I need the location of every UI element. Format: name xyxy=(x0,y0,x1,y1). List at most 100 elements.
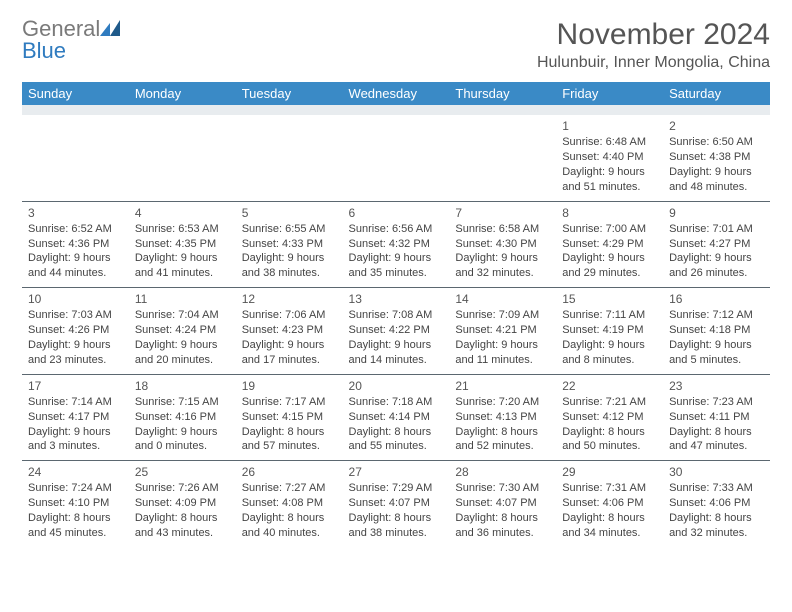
day-number: 21 xyxy=(455,378,550,394)
day-number: 18 xyxy=(135,378,230,394)
calendar-cell: 10Sunrise: 7:03 AMSunset: 4:26 PMDayligh… xyxy=(22,288,129,375)
daylight1-text: Daylight: 8 hours xyxy=(242,425,337,440)
sunset-text: Sunset: 4:36 PM xyxy=(28,237,123,252)
sunrise-text: Sunrise: 7:24 AM xyxy=(28,481,123,496)
sunset-text: Sunset: 4:09 PM xyxy=(135,496,230,511)
day-number: 15 xyxy=(562,291,657,307)
day-number: 13 xyxy=(349,291,444,307)
day-header: Friday xyxy=(556,82,663,110)
sunrise-text: Sunrise: 6:56 AM xyxy=(349,222,444,237)
day-number: 8 xyxy=(562,205,657,221)
day-number: 20 xyxy=(349,378,444,394)
daylight2-text: and 38 minutes. xyxy=(349,526,444,541)
daylight1-text: Daylight: 9 hours xyxy=(562,251,657,266)
day-number: 26 xyxy=(242,464,337,480)
daylight2-text: and 11 minutes. xyxy=(455,353,550,368)
sunset-text: Sunset: 4:08 PM xyxy=(242,496,337,511)
daylight2-text: and 48 minutes. xyxy=(669,180,764,195)
calendar-table: SundayMondayTuesdayWednesdayThursdayFrid… xyxy=(22,82,770,547)
sunrise-text: Sunrise: 6:50 AM xyxy=(669,135,764,150)
daylight2-text: and 3 minutes. xyxy=(28,439,123,454)
calendar-cell: 8Sunrise: 7:00 AMSunset: 4:29 PMDaylight… xyxy=(556,201,663,288)
day-header: Saturday xyxy=(663,82,770,110)
daylight2-text: and 32 minutes. xyxy=(669,526,764,541)
daylight2-text: and 50 minutes. xyxy=(562,439,657,454)
daylight2-text: and 52 minutes. xyxy=(455,439,550,454)
day-header-row: SundayMondayTuesdayWednesdayThursdayFrid… xyxy=(22,82,770,110)
sunrise-text: Sunrise: 7:06 AM xyxy=(242,308,337,323)
calendar-cell: 29Sunrise: 7:31 AMSunset: 4:06 PMDayligh… xyxy=(556,461,663,547)
daylight2-text: and 47 minutes. xyxy=(669,439,764,454)
daylight2-text: and 5 minutes. xyxy=(669,353,764,368)
daylight1-text: Daylight: 9 hours xyxy=(562,338,657,353)
daylight2-text: and 8 minutes. xyxy=(562,353,657,368)
daylight1-text: Daylight: 9 hours xyxy=(455,251,550,266)
sunset-text: Sunset: 4:07 PM xyxy=(455,496,550,511)
daylight2-text: and 23 minutes. xyxy=(28,353,123,368)
sunset-text: Sunset: 4:12 PM xyxy=(562,410,657,425)
sunset-text: Sunset: 4:27 PM xyxy=(669,237,764,252)
sunset-text: Sunset: 4:16 PM xyxy=(135,410,230,425)
day-number: 5 xyxy=(242,205,337,221)
sunset-text: Sunset: 4:21 PM xyxy=(455,323,550,338)
daylight2-text: and 41 minutes. xyxy=(135,266,230,281)
month-title: November 2024 xyxy=(537,18,770,52)
sunset-text: Sunset: 4:07 PM xyxy=(349,496,444,511)
daylight1-text: Daylight: 9 hours xyxy=(135,425,230,440)
day-number: 2 xyxy=(669,118,764,134)
sunset-text: Sunset: 4:22 PM xyxy=(349,323,444,338)
daylight2-text: and 26 minutes. xyxy=(669,266,764,281)
daylight1-text: Daylight: 8 hours xyxy=(28,511,123,526)
sunrise-text: Sunrise: 7:03 AM xyxy=(28,308,123,323)
sunset-text: Sunset: 4:35 PM xyxy=(135,237,230,252)
day-number: 11 xyxy=(135,291,230,307)
daylight1-text: Daylight: 9 hours xyxy=(669,165,764,180)
day-number: 4 xyxy=(135,205,230,221)
daylight1-text: Daylight: 9 hours xyxy=(242,338,337,353)
day-header: Wednesday xyxy=(343,82,450,110)
calendar-cell: 13Sunrise: 7:08 AMSunset: 4:22 PMDayligh… xyxy=(343,288,450,375)
logo: General Blue xyxy=(22,18,120,62)
day-number: 1 xyxy=(562,118,657,134)
calendar-cell: 5Sunrise: 6:55 AMSunset: 4:33 PMDaylight… xyxy=(236,201,343,288)
sunrise-text: Sunrise: 7:33 AM xyxy=(669,481,764,496)
sunrise-text: Sunrise: 6:48 AM xyxy=(562,135,657,150)
sunrise-text: Sunrise: 7:26 AM xyxy=(135,481,230,496)
day-number: 14 xyxy=(455,291,550,307)
logo-mark xyxy=(100,18,120,34)
calendar-cell: 4Sunrise: 6:53 AMSunset: 4:35 PMDaylight… xyxy=(129,201,236,288)
calendar-body: 1Sunrise: 6:48 AMSunset: 4:40 PMDaylight… xyxy=(22,110,770,547)
sunrise-text: Sunrise: 7:08 AM xyxy=(349,308,444,323)
daylight1-text: Daylight: 8 hours xyxy=(242,511,337,526)
sunset-text: Sunset: 4:17 PM xyxy=(28,410,123,425)
daylight1-text: Daylight: 9 hours xyxy=(349,251,444,266)
sunset-text: Sunset: 4:32 PM xyxy=(349,237,444,252)
calendar-cell: 21Sunrise: 7:20 AMSunset: 4:13 PMDayligh… xyxy=(449,374,556,461)
calendar-cell: 14Sunrise: 7:09 AMSunset: 4:21 PMDayligh… xyxy=(449,288,556,375)
calendar-cell: 27Sunrise: 7:29 AMSunset: 4:07 PMDayligh… xyxy=(343,461,450,547)
calendar-cell: 17Sunrise: 7:14 AMSunset: 4:17 PMDayligh… xyxy=(22,374,129,461)
daylight1-text: Daylight: 9 hours xyxy=(242,251,337,266)
calendar-cell: 2Sunrise: 6:50 AMSunset: 4:38 PMDaylight… xyxy=(663,110,770,201)
calendar-cell xyxy=(129,110,236,201)
calendar-week: 3Sunrise: 6:52 AMSunset: 4:36 PMDaylight… xyxy=(22,201,770,288)
calendar-head: SundayMondayTuesdayWednesdayThursdayFrid… xyxy=(22,82,770,110)
day-number: 23 xyxy=(669,378,764,394)
sunrise-text: Sunrise: 7:30 AM xyxy=(455,481,550,496)
sunrise-text: Sunrise: 7:11 AM xyxy=(562,308,657,323)
daylight1-text: Daylight: 9 hours xyxy=(28,425,123,440)
title-block: November 2024 Hulunbuir, Inner Mongolia,… xyxy=(537,18,770,72)
daylight1-text: Daylight: 8 hours xyxy=(349,511,444,526)
calendar-cell: 3Sunrise: 6:52 AMSunset: 4:36 PMDaylight… xyxy=(22,201,129,288)
sunrise-text: Sunrise: 6:58 AM xyxy=(455,222,550,237)
sunrise-text: Sunrise: 7:18 AM xyxy=(349,395,444,410)
calendar-cell: 23Sunrise: 7:23 AMSunset: 4:11 PMDayligh… xyxy=(663,374,770,461)
calendar-cell xyxy=(449,110,556,201)
day-number: 12 xyxy=(242,291,337,307)
daylight2-text: and 32 minutes. xyxy=(455,266,550,281)
sunrise-text: Sunrise: 7:14 AM xyxy=(28,395,123,410)
calendar-cell: 30Sunrise: 7:33 AMSunset: 4:06 PMDayligh… xyxy=(663,461,770,547)
calendar-cell: 12Sunrise: 7:06 AMSunset: 4:23 PMDayligh… xyxy=(236,288,343,375)
calendar-cell: 24Sunrise: 7:24 AMSunset: 4:10 PMDayligh… xyxy=(22,461,129,547)
day-number: 7 xyxy=(455,205,550,221)
